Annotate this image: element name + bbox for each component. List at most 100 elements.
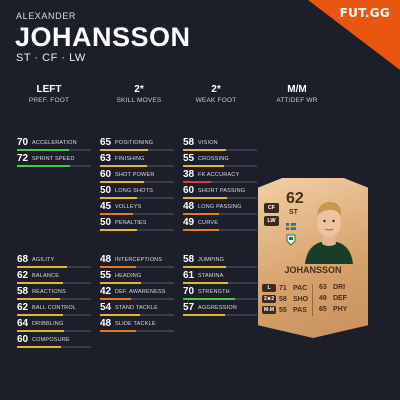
stat-bar <box>100 165 174 167</box>
stat-bar-fill <box>100 330 136 332</box>
stat-bar-fill <box>183 229 220 231</box>
stat-value: 42 <box>100 286 112 297</box>
stat-bar-fill <box>183 181 212 183</box>
stat-row: 55 HEADING <box>100 270 180 286</box>
stat-label: VISION <box>198 140 218 146</box>
card-stat-row: 49 DEF <box>319 295 347 306</box>
stat-bar-fill <box>100 181 145 183</box>
stat-value: 63 <box>100 153 112 164</box>
info-weak-foot: 2* WEAK FOOT <box>171 84 261 104</box>
stat-bar-fill <box>183 314 226 316</box>
stat-bar <box>17 314 91 316</box>
player-card[interactable]: 62 ST CF LW JOHANSSON L 71 PAC 2★2 58 SHO … <box>258 178 368 338</box>
stat-bar <box>183 181 257 183</box>
stats-defending: 48 INTERCEPTIONS 55 HEADING 42 DEF. AWARENESS… <box>100 254 180 334</box>
stat-label: POSITIONING <box>115 140 154 146</box>
stat-bar-fill <box>17 149 69 151</box>
stat-value: 38 <box>183 169 195 180</box>
stat-bar-fill <box>17 165 71 167</box>
stats-pace: 70 ACCELERATION 72 SPRINT SPEED <box>17 137 97 169</box>
card-position: ST <box>289 209 298 216</box>
stat-value: 48 <box>100 254 112 265</box>
card-stat-row: L 71 PAC <box>262 284 308 295</box>
stat-bar-fill <box>17 346 62 348</box>
stat-row: 45 VOLLEYS <box>100 201 180 217</box>
stat-bar <box>183 165 257 167</box>
card-stat-label: SHO <box>292 295 309 303</box>
stat-row: 61 STAMINA <box>183 270 263 286</box>
stat-label: STAND TACKLE <box>115 305 159 311</box>
card-pill: L <box>262 284 276 292</box>
stat-value: 62 <box>17 270 29 281</box>
stat-label: REACTIONS <box>32 289 66 295</box>
stat-value: 49 <box>183 217 195 228</box>
player-portrait-icon <box>305 202 353 264</box>
stat-value: 58 <box>183 137 195 148</box>
stats-physical: 58 JUMPING 61 STAMINA 70 STRENGTH 57 AGGRESSION <box>183 254 263 318</box>
stat-bar-fill <box>183 282 229 284</box>
stat-bar <box>17 346 91 348</box>
stat-value: 68 <box>17 254 29 265</box>
stat-label: LONG SHOTS <box>115 188 154 194</box>
stat-bar <box>183 213 257 215</box>
stat-bar-fill <box>183 266 226 268</box>
card-stat-label: PAC <box>292 284 308 292</box>
stat-value: 64 <box>17 318 29 329</box>
stat-bar <box>100 314 174 316</box>
stat-bar <box>17 149 91 151</box>
card-stat-value: 58 <box>279 295 287 303</box>
stat-bar <box>100 197 174 199</box>
stat-row: 60 SHORT PASSING <box>183 185 263 201</box>
stat-value: 72 <box>17 153 29 164</box>
stat-label: INTERCEPTIONS <box>115 257 163 263</box>
stat-bar <box>100 330 174 332</box>
card-stat-value: 55 <box>279 306 287 314</box>
stats-dribbling: 68 AGILITY 62 BALANCE 58 REACTIONS 62 BALL CONT… <box>17 254 97 350</box>
card-left-stats: L 71 PAC 2★2 58 SHO M-M 55 PAS <box>262 284 308 317</box>
stat-bar <box>100 149 174 151</box>
stat-bar <box>183 282 257 284</box>
info-label: ATT/DEF WR <box>276 97 318 104</box>
card-stat-row: M-M 55 PAS <box>262 306 308 317</box>
stat-row: 64 DRIBBLING <box>17 318 97 334</box>
stat-value: 58 <box>17 286 29 297</box>
stat-row: 50 PENALTIES <box>100 217 180 233</box>
stat-row: 42 DEF. AWARENESS <box>100 286 180 302</box>
stat-row: 65 POSITIONING <box>100 137 180 153</box>
stat-label: ACCELERATION <box>32 140 77 146</box>
stat-value: 57 <box>183 302 195 313</box>
stat-row: 48 INTERCEPTIONS <box>100 254 180 270</box>
player-last-name: JOHANSSON <box>15 22 191 52</box>
card-stat-row: 2★2 58 SHO <box>262 295 308 306</box>
stat-bar-fill <box>183 213 219 215</box>
stats-shooting: 65 POSITIONING 63 FINISHING 60 SHOT POWER 50 LO… <box>100 137 180 233</box>
stat-bar-fill <box>100 314 140 316</box>
stat-label: DEF. AWARENESS <box>115 289 166 295</box>
stat-row: 49 CURVE <box>183 217 263 233</box>
stat-row: 38 FK ACCURACY <box>183 169 263 185</box>
stat-bar-fill <box>100 229 137 231</box>
stat-value: 45 <box>100 201 112 212</box>
stat-bar <box>183 266 257 268</box>
stat-bar-fill <box>17 298 60 300</box>
card-alt-position: LW <box>264 216 279 226</box>
info-label: PREF. FOOT <box>28 97 70 104</box>
stat-bar <box>17 282 91 284</box>
stat-bar <box>183 314 257 316</box>
sweden-flag-icon <box>286 223 296 230</box>
stat-bar <box>100 229 174 231</box>
stat-bar-fill <box>17 330 65 332</box>
fut-gg-logo[interactable]: FUT.GG <box>339 6 390 20</box>
stat-label: FINISHING <box>115 156 145 162</box>
stat-bar-fill <box>183 298 235 300</box>
card-divider <box>312 284 313 316</box>
stat-value: 60 <box>17 334 29 345</box>
stat-label: CROSSING <box>198 156 229 162</box>
stat-bar <box>183 149 257 151</box>
stat-label: COMPOSURE <box>32 337 70 343</box>
stat-row: 54 STAND TACKLE <box>100 302 180 318</box>
stat-bar-fill <box>100 197 137 199</box>
stat-label: STAMINA <box>198 273 224 279</box>
stat-bar <box>100 213 174 215</box>
card-stat-row: 65 PHY <box>319 306 347 317</box>
